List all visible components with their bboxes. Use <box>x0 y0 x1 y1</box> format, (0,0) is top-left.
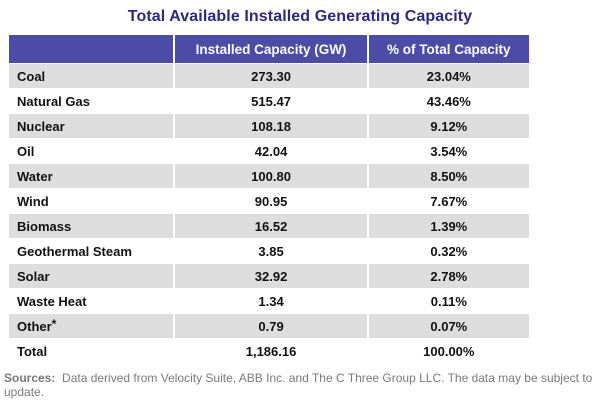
row-capacity: 0.79 <box>175 314 369 339</box>
row-capacity: 90.95 <box>175 189 369 214</box>
row-label: Nuclear <box>9 114 176 139</box>
total-percent: 100.00% <box>368 339 529 364</box>
table-row: Coal 273.30 23.04% <box>9 64 529 89</box>
table-row: Nuclear 108.18 9.12% <box>9 114 529 139</box>
row-capacity: 32.92 <box>175 264 369 289</box>
table-row: Waste Heat 1.34 0.11% <box>9 289 529 314</box>
table-row: Geothermal Steam 3.85 0.32% <box>9 239 529 264</box>
table-title: Total Available Installed Generating Cap… <box>127 8 473 25</box>
table-row: Water 100.80 8.50% <box>9 164 529 189</box>
row-percent: 3.54% <box>368 139 529 164</box>
header-percent-total: % of Total Capacity <box>368 35 529 64</box>
table-row: Natural Gas 515.47 43.46% <box>9 89 529 114</box>
row-label: Natural Gas <box>9 89 176 114</box>
sources-note: Sources: Data derived from Velocity Suit… <box>4 371 596 399</box>
row-label: Biomass <box>9 214 176 239</box>
table-row: Biomass 16.52 1.39% <box>9 214 529 239</box>
table-header-row: Installed Capacity (GW) % of Total Capac… <box>9 35 529 64</box>
row-capacity: 42.04 <box>175 139 369 164</box>
row-percent: 1.39% <box>368 214 529 239</box>
row-label: Water <box>9 164 176 189</box>
header-installed-capacity: Installed Capacity (GW) <box>175 35 369 64</box>
table-row: Other* 0.79 0.07% <box>9 314 529 339</box>
row-label: Oil <box>9 139 176 164</box>
row-capacity: 273.30 <box>175 64 369 89</box>
row-capacity: 100.80 <box>175 164 369 189</box>
row-percent: 9.12% <box>368 114 529 139</box>
row-label: Waste Heat <box>9 289 176 314</box>
row-percent: 0.32% <box>368 239 529 264</box>
footnote-marker: * <box>51 316 57 331</box>
row-label: Coal <box>9 64 176 89</box>
row-label-with-footnote: Other* <box>9 314 176 339</box>
row-capacity: 108.18 <box>175 114 369 139</box>
row-label: Other <box>17 318 52 334</box>
row-percent: 43.46% <box>368 89 529 114</box>
total-capacity: 1,186.16 <box>175 339 369 364</box>
capacity-table: Installed Capacity (GW) % of Total Capac… <box>9 35 529 364</box>
row-capacity: 1.34 <box>175 289 369 314</box>
table-row: Wind 90.95 7.67% <box>9 189 529 214</box>
row-percent: 0.07% <box>368 314 529 339</box>
table-row: Solar 32.92 2.78% <box>9 264 529 289</box>
row-percent: 8.50% <box>368 164 529 189</box>
header-source <box>9 35 176 64</box>
row-percent: 0.11% <box>368 289 529 314</box>
row-percent: 7.67% <box>368 189 529 214</box>
row-capacity: 3.85 <box>175 239 369 264</box>
sources-label: Sources: <box>4 371 56 385</box>
row-percent: 23.04% <box>368 64 529 89</box>
row-capacity: 515.47 <box>175 89 369 114</box>
table-row: Oil 42.04 3.54% <box>9 139 529 164</box>
sources-text: Data derived from Velocity Suite, ABB In… <box>4 371 593 399</box>
row-label: Wind <box>9 189 176 214</box>
row-capacity: 16.52 <box>175 214 369 239</box>
total-label: Total <box>9 339 176 364</box>
row-label: Solar <box>9 264 176 289</box>
row-label: Geothermal Steam <box>9 239 176 264</box>
row-percent: 2.78% <box>368 264 529 289</box>
table-total-row: Total 1,186.16 100.00% <box>9 339 529 364</box>
